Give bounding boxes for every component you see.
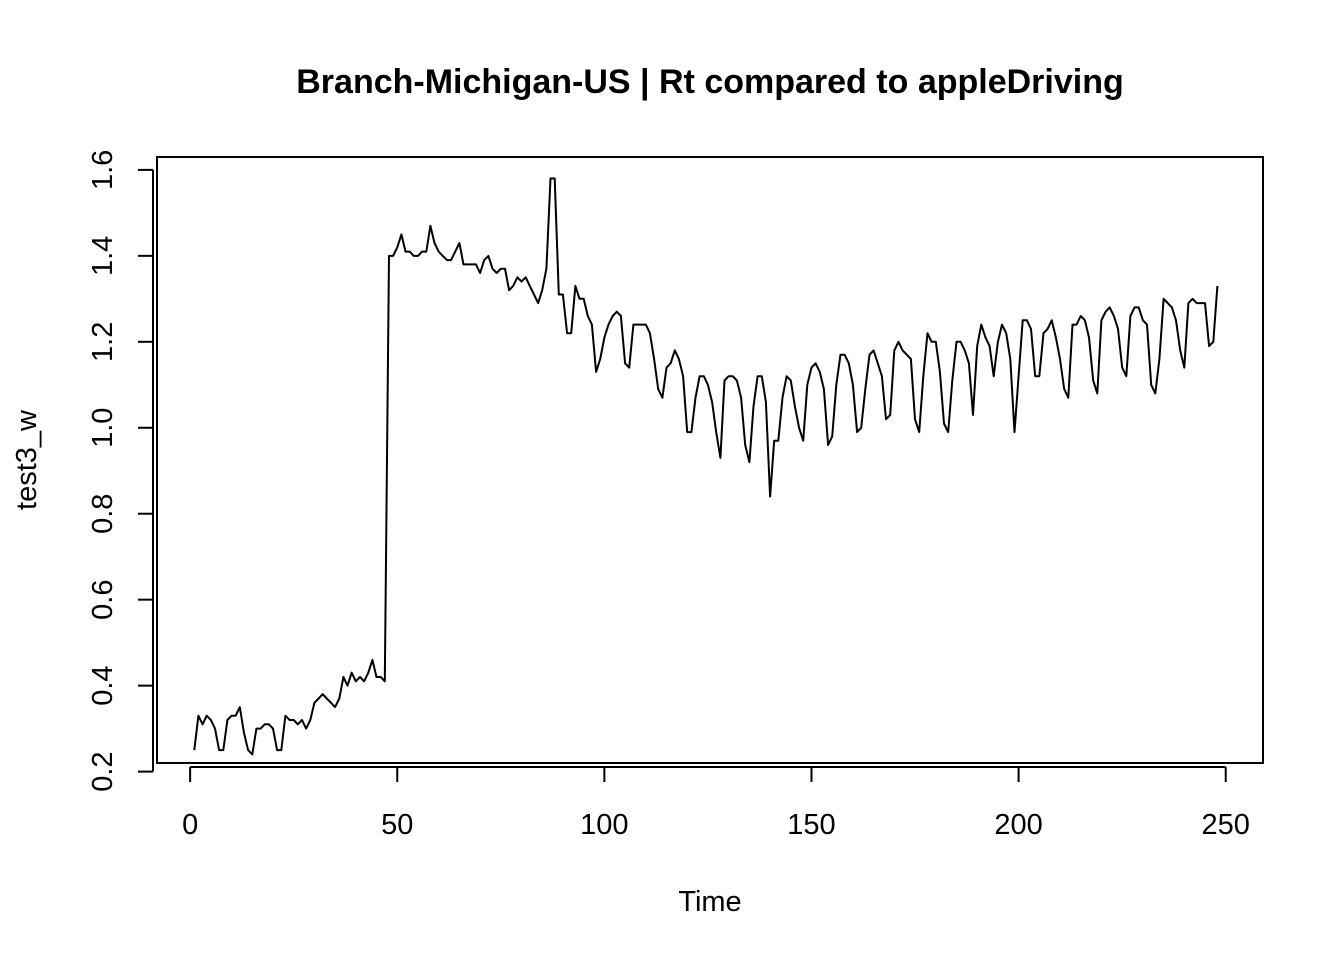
x-axis: 0 50 100 150 200 250 xyxy=(182,766,1250,841)
x-tick-label: 50 xyxy=(381,809,413,841)
x-tick-label: 0 xyxy=(182,809,198,841)
y-tick-label: 1.6 xyxy=(87,150,119,190)
plot-area-frame xyxy=(156,156,1264,764)
y-axis-label: test3_w xyxy=(11,409,43,510)
y-tick-label: 1.2 xyxy=(87,322,119,362)
y-tick-label: 0.4 xyxy=(87,665,119,705)
y-tick-label: 0.8 xyxy=(87,494,119,534)
chart-title: Branch-Michigan-US | Rt compared to appl… xyxy=(296,63,1124,101)
x-axis-label: Time xyxy=(678,886,741,918)
y-tick-label: 0.2 xyxy=(87,751,119,791)
x-tick-label: 150 xyxy=(787,809,835,841)
y-tick-label: 0.6 xyxy=(87,580,119,620)
y-axis: 0.2 0.4 0.6 0.8 1.0 1.2 1.4 1.6 xyxy=(87,150,154,792)
series-line xyxy=(193,177,1219,756)
x-tick-label: 250 xyxy=(1202,809,1250,841)
x-tick-label: 100 xyxy=(580,809,628,841)
x-tick-label: 200 xyxy=(994,809,1042,841)
y-tick-label: 1.4 xyxy=(87,236,119,276)
y-tick-label: 1.0 xyxy=(87,408,119,448)
